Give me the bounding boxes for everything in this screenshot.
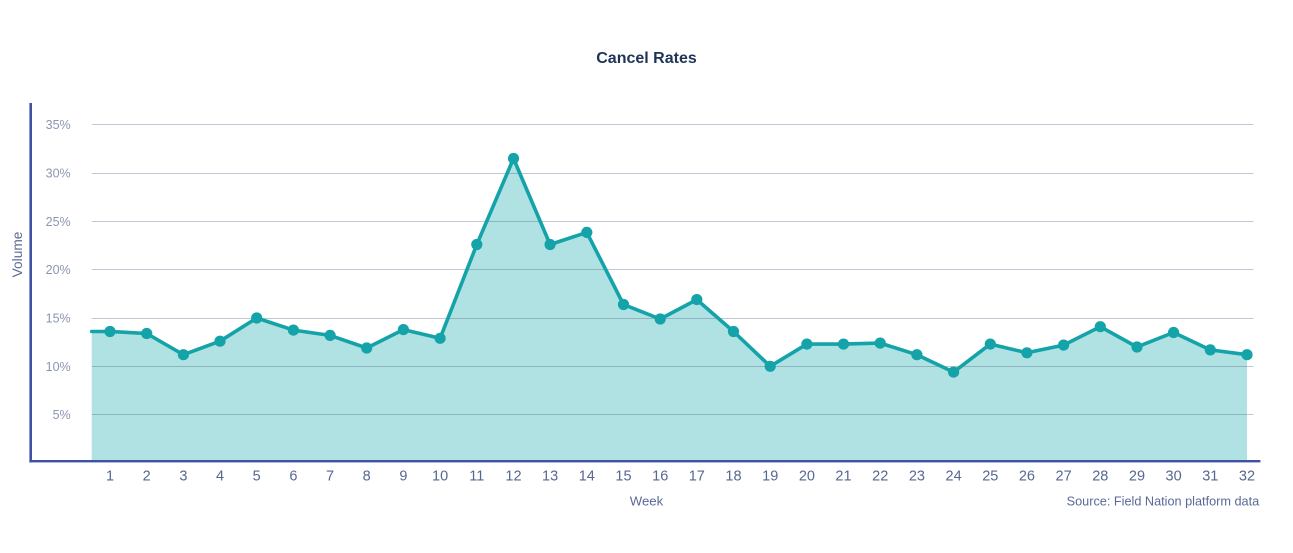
svg-text:31: 31 xyxy=(1202,468,1218,484)
svg-text:15: 15 xyxy=(615,468,631,484)
svg-text:35%: 35% xyxy=(46,118,71,132)
svg-text:7: 7 xyxy=(326,468,334,484)
svg-text:18: 18 xyxy=(725,468,741,484)
svg-text:13: 13 xyxy=(542,468,558,484)
svg-text:3: 3 xyxy=(179,468,187,484)
svg-text:16: 16 xyxy=(652,468,668,484)
svg-text:19: 19 xyxy=(762,468,778,484)
svg-text:22: 22 xyxy=(872,468,888,484)
svg-text:23: 23 xyxy=(909,468,925,484)
svg-text:Volume: Volume xyxy=(10,232,25,278)
svg-text:4: 4 xyxy=(216,468,224,484)
svg-text:12: 12 xyxy=(505,468,521,484)
svg-text:1: 1 xyxy=(106,468,114,484)
svg-text:6: 6 xyxy=(289,468,297,484)
svg-text:30%: 30% xyxy=(46,167,71,181)
svg-text:17: 17 xyxy=(689,468,705,484)
svg-text:21: 21 xyxy=(835,468,851,484)
svg-text:15%: 15% xyxy=(46,312,71,326)
svg-text:26: 26 xyxy=(1019,468,1035,484)
svg-text:Source: Field Nation platform: Source: Field Nation platform data xyxy=(1067,495,1260,509)
svg-text:27: 27 xyxy=(1056,468,1072,484)
svg-text:5%: 5% xyxy=(53,408,71,422)
svg-text:2: 2 xyxy=(143,468,151,484)
svg-text:11: 11 xyxy=(469,468,484,484)
svg-text:28: 28 xyxy=(1092,468,1108,484)
svg-text:Cancel Rates: Cancel Rates xyxy=(596,50,697,67)
svg-text:29: 29 xyxy=(1129,468,1145,484)
svg-text:25: 25 xyxy=(982,468,998,484)
svg-text:20: 20 xyxy=(799,468,815,484)
svg-text:Week: Week xyxy=(630,494,664,509)
svg-text:8: 8 xyxy=(363,468,371,484)
svg-text:14: 14 xyxy=(579,468,595,484)
svg-text:5: 5 xyxy=(253,468,261,484)
svg-text:20%: 20% xyxy=(46,263,71,277)
svg-text:9: 9 xyxy=(399,468,407,484)
svg-text:10: 10 xyxy=(432,468,448,484)
svg-text:24: 24 xyxy=(946,468,962,484)
svg-text:10%: 10% xyxy=(46,360,71,374)
svg-text:25%: 25% xyxy=(46,215,71,229)
svg-text:32: 32 xyxy=(1239,468,1255,484)
svg-text:30: 30 xyxy=(1166,468,1182,484)
